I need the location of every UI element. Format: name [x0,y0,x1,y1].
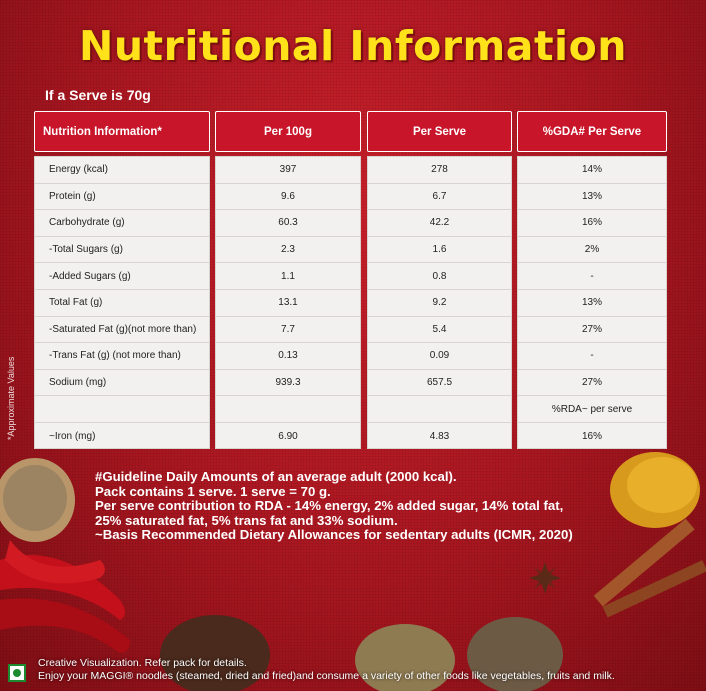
table-cell: -Total Sugars (g) [35,237,209,264]
table-cell: 0.13 [216,343,360,370]
table-cell: 16% [581,430,602,442]
footnote-line: Per serve contribution to RDA - 14% ener… [95,498,564,513]
table-cell: 27% [518,370,666,397]
chilli-2 [0,598,130,653]
table-cell: 657.5 [368,370,511,397]
footer-line: Creative Visualization. Refer pack for d… [38,657,247,669]
vegetarian-mark-icon [8,664,26,682]
table-cell: 4.83 [429,430,450,442]
table-cell: - [518,263,666,290]
table-cell [216,396,360,423]
header-per-100g: Per 100g [215,111,361,152]
turmeric-powder [627,457,697,513]
approximate-values-note: *Approximate Values [6,356,16,440]
header-nutrition-information: Nutrition Information* [34,111,210,152]
table-cell: -Saturated Fat (g)(not more than) [35,317,209,344]
table-cell: 16% [518,210,666,237]
table-cell: -Added Sugars (g) [35,263,209,290]
serve-size-note: If a Serve is 70g [45,87,151,103]
header-per-serve: Per Serve [367,111,512,152]
table-cell: Total Fat (g) [35,290,209,317]
column-gda-per-serve: 14% 13% 16% 2% - 13% 27% - 27% %RDA~ per… [517,156,667,449]
table-cell: 278 [368,157,511,184]
table-cell: 939.3 [216,370,360,397]
table-cell: 6.7 [368,184,511,211]
column-per-100g: 397 9.6 60.3 2.3 1.1 13.1 7.7 0.13 939.3… [215,156,361,449]
table-cell: %RDA~ per serve [518,396,666,423]
column-per-serve: 278 6.7 42.2 1.6 0.8 9.2 5.4 0.09 657.5 … [367,156,512,449]
chilli-3 [5,540,105,584]
table-cell: 27% [518,317,666,344]
table-cell: 2% [518,237,666,264]
table-cell: 2.3 [216,237,360,264]
pepper-bowl [467,617,563,691]
table-cell: 9.2 [368,290,511,317]
footnote-line: 25% saturated fat, 5% trans fat and 33% … [95,512,398,528]
table-cell: 1.6 [368,237,511,264]
fennel-bowl [355,624,455,691]
table-cell: 0.8 [368,263,511,290]
star-anise [529,562,561,594]
cumin-seeds [3,465,67,531]
table-cell [35,396,209,423]
table-cell: -Trans Fat (g) (not more than) [35,343,209,370]
footer-line: Enjoy your MAGGI® noodles (steamed, drie… [38,670,615,682]
footnote-line: Pack contains 1 serve. 1 serve = 70 g. [95,483,331,499]
footnotes: #Guideline Daily Amounts of an average a… [95,469,635,543]
table-cell: 13% [518,184,666,211]
table-cell [368,396,511,423]
table-cell: 1.1 [216,263,360,290]
table-cell: Carbohydrate (g) [35,210,209,237]
cinnamon-stick-1 [593,518,695,607]
table-cell: 7.7 [216,317,360,344]
table-cell: 5.4 [368,317,511,344]
table-cell: 60.3 [216,210,360,237]
cinnamon-stick-2 [602,560,706,618]
footnote-line: ~Basis Recommended Dietary Allowances fo… [95,527,573,542]
table-cell: Energy (kcal) [35,157,209,184]
table-cell: 13% [518,290,666,317]
table-cell: 14% [518,157,666,184]
table-cell: - [518,343,666,370]
page-title: Nutritional Information [79,22,627,70]
table-cell: 6.90 [278,430,298,442]
table-cell: 42.2 [368,210,511,237]
table-cell: 0.09 [368,343,511,370]
footnote-line: #Guideline Daily Amounts of an average a… [95,469,457,484]
table-cell: 397 [216,157,360,184]
table-cell: Protein (g) [35,184,209,211]
header-gda-per-serve: %GDA# Per Serve [517,111,667,152]
table-cell: 9.6 [216,184,360,211]
table-cell: Sodium (mg) [35,370,209,397]
column-nutrient-names: Energy (kcal) Protein (g) Carbohydrate (… [34,156,210,449]
cloves-bowl [160,615,270,691]
table-cell: ~Iron (mg) [49,430,96,442]
footer-disclaimer: Creative Visualization. Refer pack for d… [38,657,615,683]
table-cell: 13.1 [216,290,360,317]
